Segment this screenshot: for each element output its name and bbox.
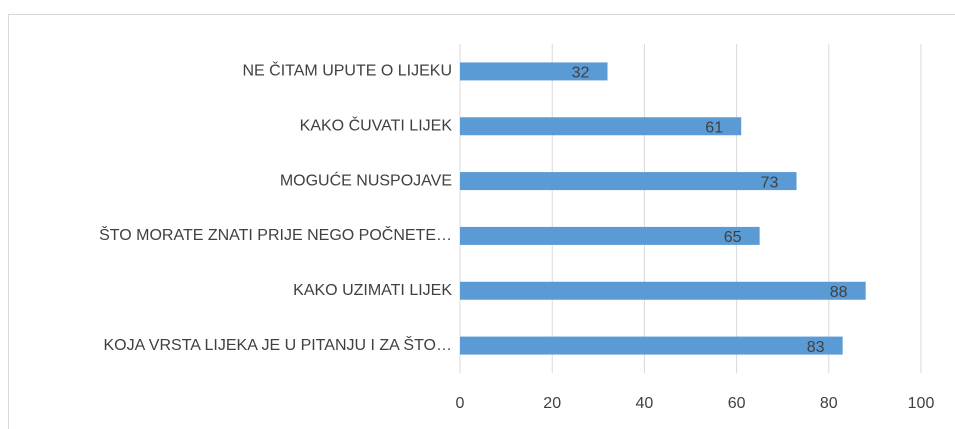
- y-tick-label: KOJA VRSTA LIJEKA JE U PITANJU I ZA ŠTO…: [103, 335, 452, 354]
- data-label: 32: [572, 65, 590, 82]
- x-tick-label: 60: [728, 395, 746, 412]
- y-tick-label: MOGUĆE NUSPOJAVE: [280, 170, 452, 189]
- bar: [460, 226, 760, 245]
- y-tick-label: KAKO UZIMATI LIJEK: [293, 282, 452, 299]
- y-tick-label: ŠTO MORATE ZNATI PRIJE NEGO POČNETE…: [99, 225, 452, 244]
- bar: [460, 62, 608, 81]
- data-label: 61: [705, 119, 723, 136]
- y-tick-label: KAKO ČUVATI LIJEK: [300, 115, 453, 134]
- y-tick-label: NE ČITAM UPUTE O LIJEKU: [242, 61, 452, 80]
- x-tick-label: 100: [908, 395, 935, 412]
- chart-frame: [8, 14, 955, 429]
- bar: [460, 336, 843, 355]
- data-label: 88: [830, 284, 848, 301]
- x-tick-label: 40: [636, 395, 654, 412]
- bar: [460, 172, 797, 191]
- x-tick-label: 0: [456, 395, 465, 412]
- x-tick-label: 80: [820, 395, 838, 412]
- x-tick-label: 20: [543, 395, 561, 412]
- data-label: 83: [807, 339, 825, 356]
- bar: [460, 117, 742, 136]
- data-label: 73: [761, 174, 779, 191]
- data-label: 65: [724, 229, 742, 246]
- bar: [460, 281, 866, 300]
